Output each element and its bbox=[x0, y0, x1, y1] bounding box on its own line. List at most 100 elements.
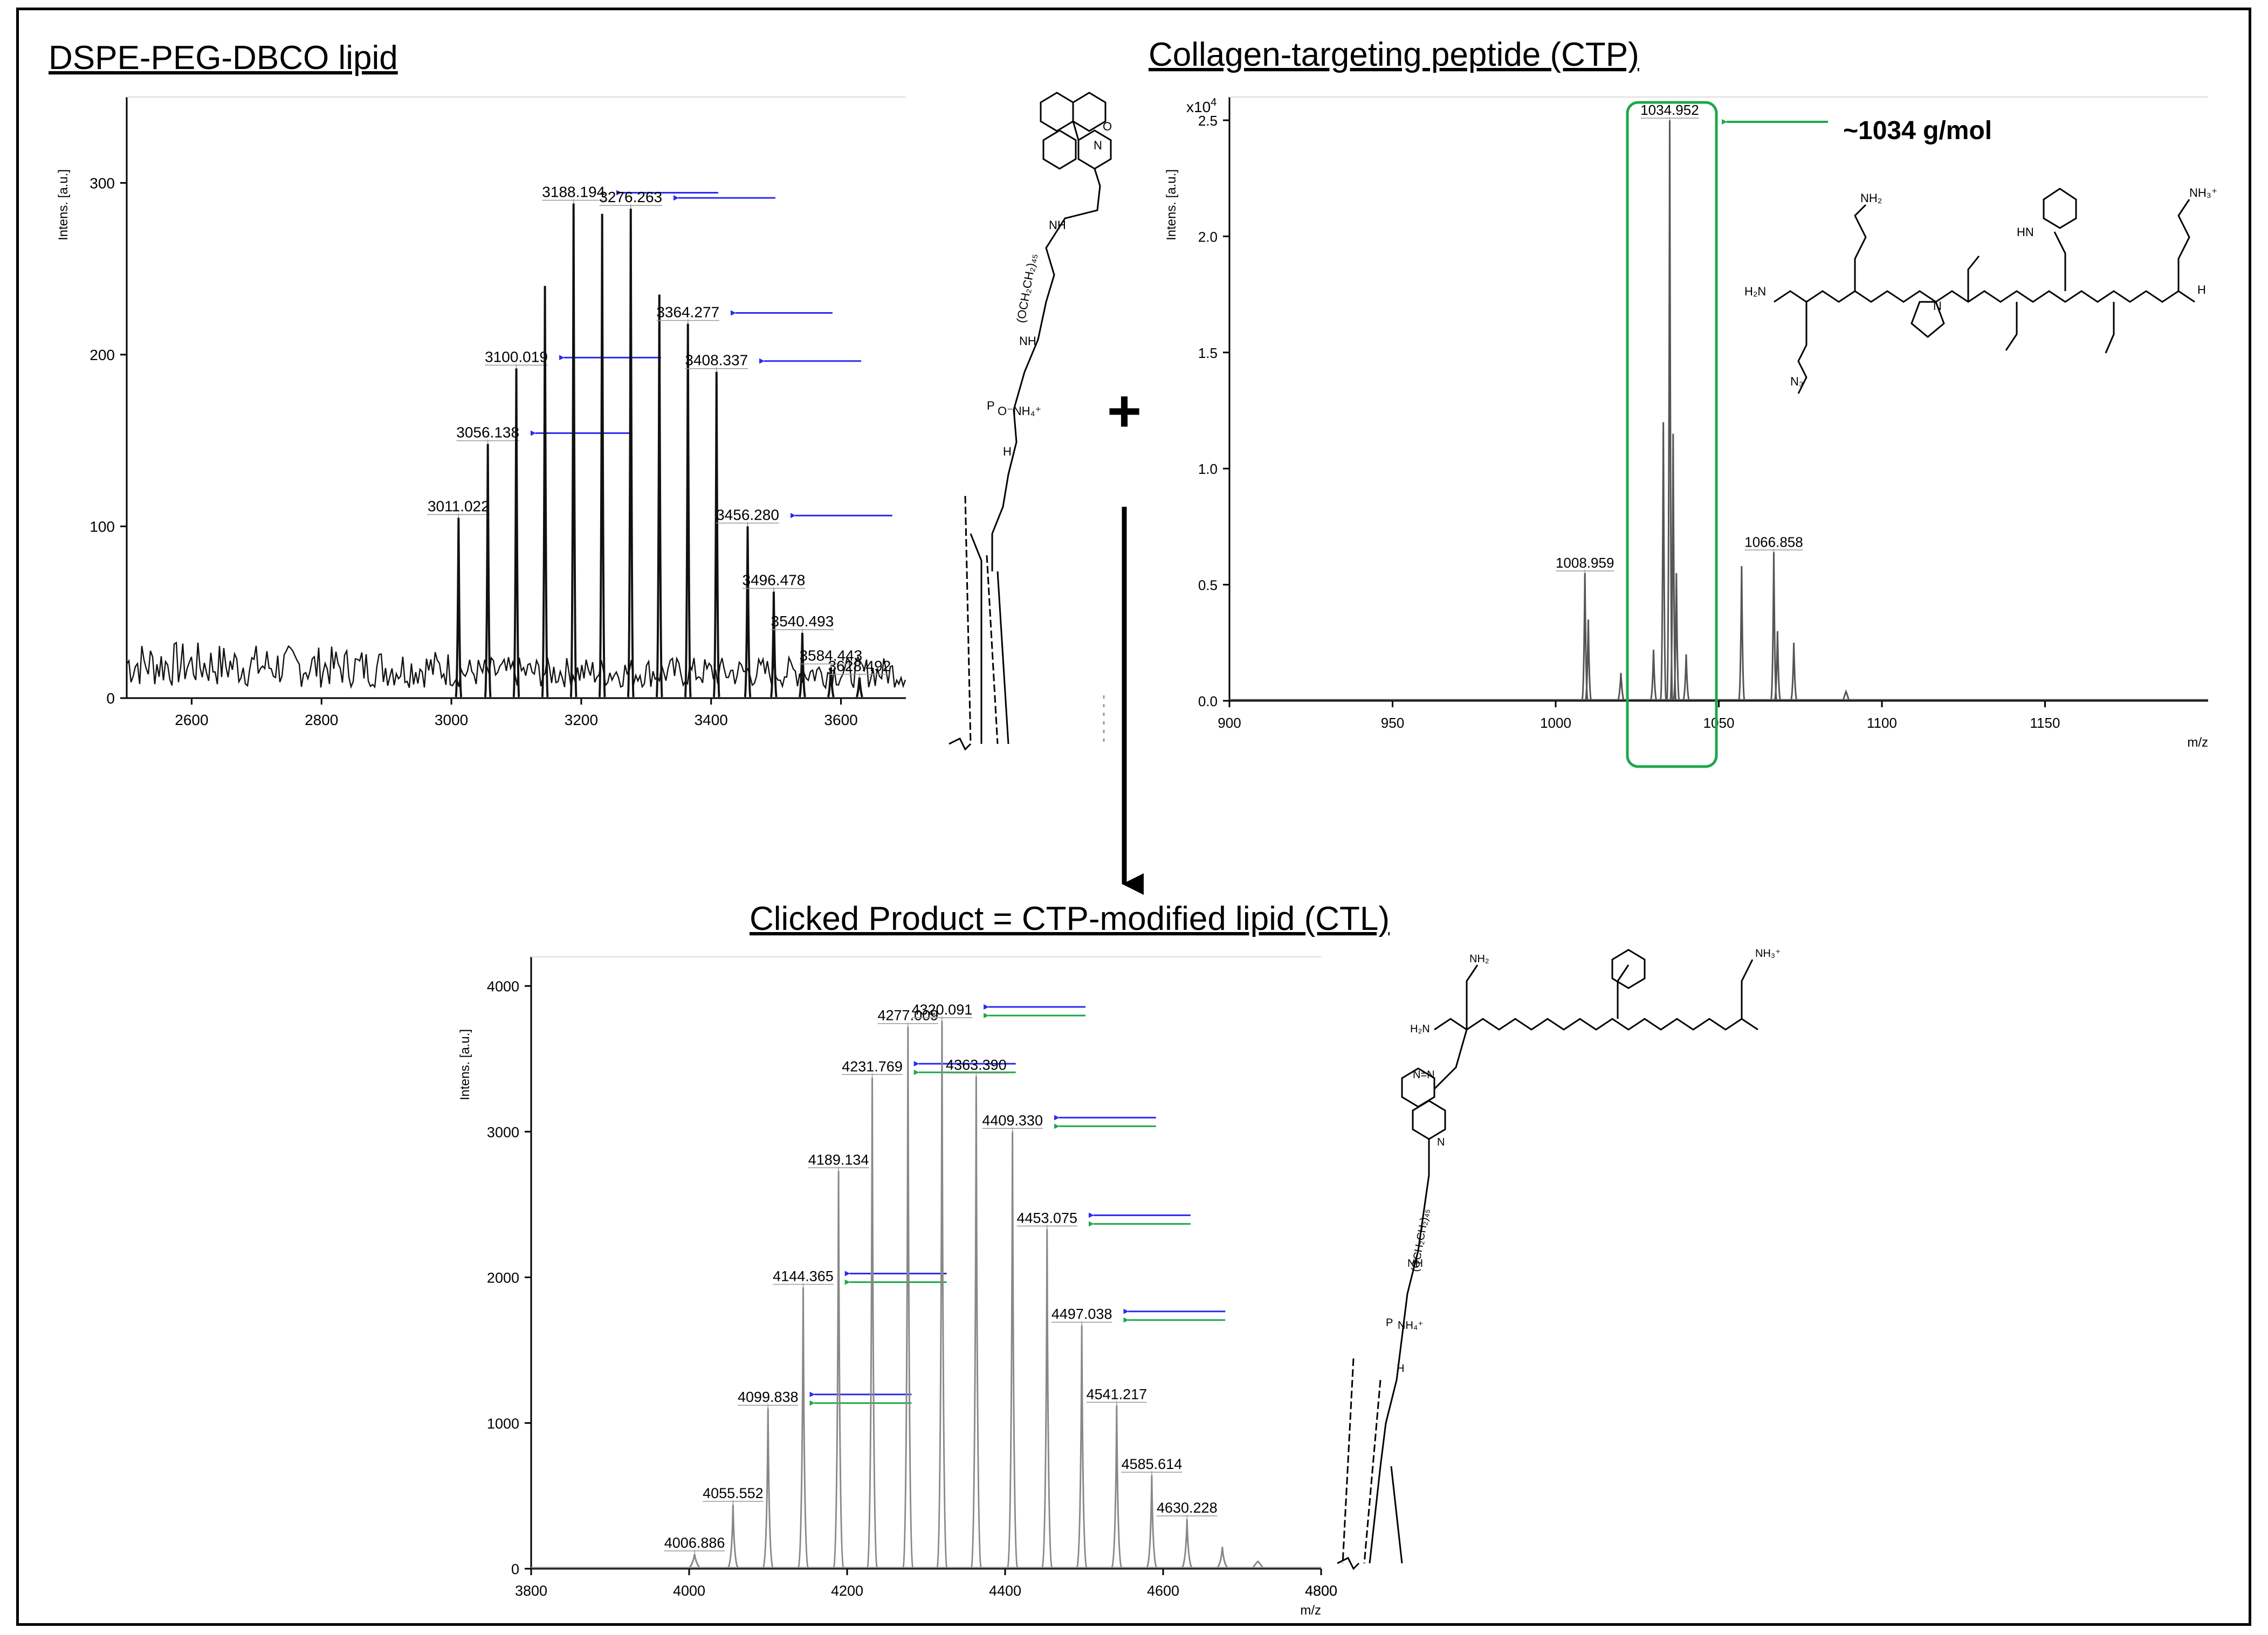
structure-ctp bbox=[1774, 188, 2195, 394]
x-tick-label: 4800 bbox=[1305, 1583, 1337, 1599]
x-tick-label: 4000 bbox=[673, 1583, 705, 1599]
x-tick-label: 3400 bbox=[695, 712, 728, 728]
peak-label: 3011.022 bbox=[428, 498, 490, 515]
peak-mark bbox=[712, 371, 720, 698]
y-axis-label: Intens. [a.u.] bbox=[56, 169, 71, 240]
peak-label: 4189.134 bbox=[808, 1151, 869, 1168]
peak-mark bbox=[684, 323, 692, 698]
ctp-label-h2n: H₂N bbox=[1744, 285, 1766, 298]
peak-label: 3056.138 bbox=[456, 424, 519, 441]
ctp-label-h: H bbox=[2197, 283, 2206, 296]
y-multiplier: x104 bbox=[1186, 96, 1217, 115]
x-tick-label: 3800 bbox=[515, 1583, 547, 1599]
peak-mark bbox=[1252, 1560, 1264, 1568]
peak-mark bbox=[855, 677, 863, 698]
peak-label: 4099.838 bbox=[738, 1389, 799, 1405]
ctp-label-n3: N₃ bbox=[1790, 375, 1804, 388]
y-tick-label: 2000 bbox=[487, 1270, 519, 1286]
peak-mark bbox=[1111, 1405, 1123, 1568]
peak-mark bbox=[902, 1026, 914, 1568]
x-tick-label: 4600 bbox=[1147, 1583, 1179, 1599]
x-tick-label: 900 bbox=[1218, 715, 1241, 731]
peak-mark bbox=[833, 1171, 844, 1568]
x-tick-label: 950 bbox=[1381, 715, 1404, 731]
y-tick-label: 0 bbox=[106, 690, 115, 707]
peak-label: 4055.552 bbox=[703, 1485, 764, 1501]
lipid-label-o: O bbox=[1103, 120, 1112, 133]
peak-label: 1034.952 bbox=[1640, 102, 1699, 118]
ctl-label-n: N bbox=[1437, 1136, 1445, 1148]
peak-label: 4453.075 bbox=[1016, 1210, 1077, 1226]
lipid-label-nh2: NH bbox=[1019, 334, 1036, 348]
ctp-label-n: N bbox=[1933, 299, 1942, 313]
peak-mark bbox=[1790, 643, 1798, 700]
peak-label: 3496.478 bbox=[743, 571, 806, 588]
y-tick-label: 2.0 bbox=[1198, 229, 1218, 245]
peak-label: 3628.492 bbox=[828, 658, 891, 674]
ctl-label-nh3: NH₃⁺ bbox=[1755, 948, 1781, 960]
chart-ctl: 0 1000 2000 3000 4000 3800 4000 4200 4400 4600 480… bbox=[458, 956, 1337, 1618]
ctl-label-p: P bbox=[1386, 1317, 1393, 1329]
peak-label: 4409.330 bbox=[982, 1112, 1043, 1128]
peak-mark bbox=[1585, 619, 1592, 700]
peak-mark bbox=[598, 213, 606, 698]
peak-mark bbox=[867, 1078, 878, 1568]
y-tick-label: 1000 bbox=[487, 1416, 519, 1432]
peak-mark bbox=[744, 526, 752, 698]
peak-label: 3364.277 bbox=[656, 304, 719, 321]
structure-dspe-peg-dbco bbox=[949, 92, 1112, 751]
x-tick-label: 1000 bbox=[1540, 715, 1571, 731]
peak-label: 4363.390 bbox=[946, 1057, 1007, 1073]
peak-mark bbox=[689, 1554, 700, 1568]
y-tick-label: 1.5 bbox=[1198, 345, 1218, 361]
ctp-label-nh2: NH₂ bbox=[1860, 191, 1882, 205]
y-tick-label: 1.0 bbox=[1198, 461, 1218, 477]
mw-annotation: ~1034 g/mol bbox=[1843, 116, 1992, 145]
peak-label: 3188.194 bbox=[542, 184, 605, 201]
peak-mark bbox=[1217, 1547, 1228, 1568]
lipid-label-nh4: O⁻NH₄⁺ bbox=[998, 404, 1041, 418]
peak-mark bbox=[1843, 689, 1850, 700]
y-tick-label: 300 bbox=[90, 175, 115, 191]
peak-label: 4144.365 bbox=[773, 1268, 834, 1284]
peak-label: 4585.614 bbox=[1122, 1456, 1183, 1472]
peak-label: 3456.280 bbox=[716, 506, 779, 523]
peak-mark bbox=[827, 667, 835, 698]
peak-label: 4320.091 bbox=[912, 1002, 973, 1018]
plus-operator: + bbox=[1107, 378, 1142, 444]
y-tick-label: 0.0 bbox=[1198, 693, 1218, 709]
lipid-label-p: P bbox=[987, 399, 995, 412]
x-tick-label: 1100 bbox=[1867, 715, 1897, 731]
ctp-label-hn: HN bbox=[2017, 225, 2034, 239]
noise-trace bbox=[126, 641, 906, 689]
y-axis-label: Intens. [a.u.] bbox=[458, 1029, 472, 1100]
y-tick-label: 100 bbox=[90, 518, 115, 535]
peak-label: 3276.263 bbox=[599, 189, 662, 205]
peak-mark bbox=[484, 444, 492, 698]
peak-label: 3408.337 bbox=[685, 352, 748, 369]
peak-mark bbox=[1660, 422, 1667, 700]
peak-mark bbox=[455, 518, 463, 698]
peak-mark bbox=[1617, 673, 1625, 700]
figure-frame bbox=[16, 8, 2251, 1626]
x-tick-label: 4800 bbox=[1305, 1583, 1337, 1599]
peak-mark bbox=[769, 591, 778, 698]
x-tick-label: 1150 bbox=[2030, 715, 2060, 731]
highlight-box bbox=[1626, 101, 1718, 768]
ctl-label-nn: N=N bbox=[1413, 1069, 1435, 1081]
peak-mark bbox=[1650, 650, 1657, 700]
peak-label: 1008.959 bbox=[1556, 555, 1614, 571]
peak-label: 4630.228 bbox=[1157, 1500, 1218, 1516]
peak-label: 4541.217 bbox=[1087, 1386, 1147, 1402]
y-tick-label: 3000 bbox=[487, 1124, 519, 1140]
x-tick-label: 2800 bbox=[305, 712, 338, 728]
panel-c-title: Clicked Product = CTP-modified lipid (CT… bbox=[750, 900, 1390, 937]
x-axis-label: m/z bbox=[2187, 735, 2208, 750]
peak-mark bbox=[1076, 1325, 1088, 1568]
y-multiplier-exp: 4 bbox=[1211, 96, 1217, 108]
y-multiplier-base: x10 bbox=[1186, 99, 1211, 115]
lipid-label-peg: (OCH₂CH₂)₄₅ bbox=[1014, 252, 1039, 324]
peak-label: 3100.019 bbox=[485, 348, 548, 365]
peak-label: 4497.038 bbox=[1051, 1306, 1112, 1322]
